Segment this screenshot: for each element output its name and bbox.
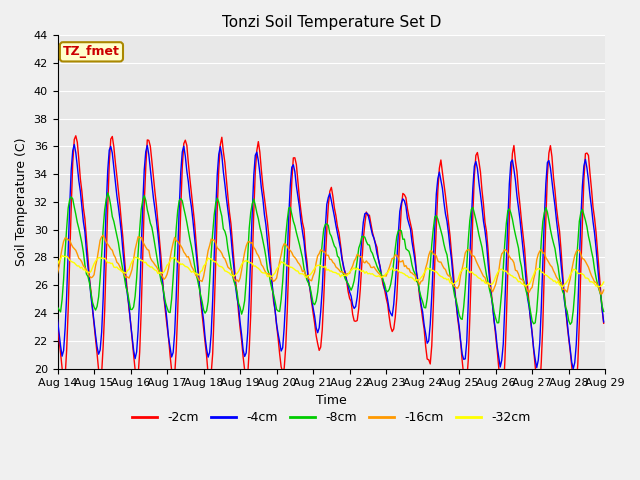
Text: TZ_fmet: TZ_fmet: [63, 45, 120, 59]
Y-axis label: Soil Temperature (C): Soil Temperature (C): [15, 138, 28, 266]
Legend: -2cm, -4cm, -8cm, -16cm, -32cm: -2cm, -4cm, -8cm, -16cm, -32cm: [127, 406, 536, 429]
X-axis label: Time: Time: [316, 394, 347, 407]
Title: Tonzi Soil Temperature Set D: Tonzi Soil Temperature Set D: [221, 15, 441, 30]
